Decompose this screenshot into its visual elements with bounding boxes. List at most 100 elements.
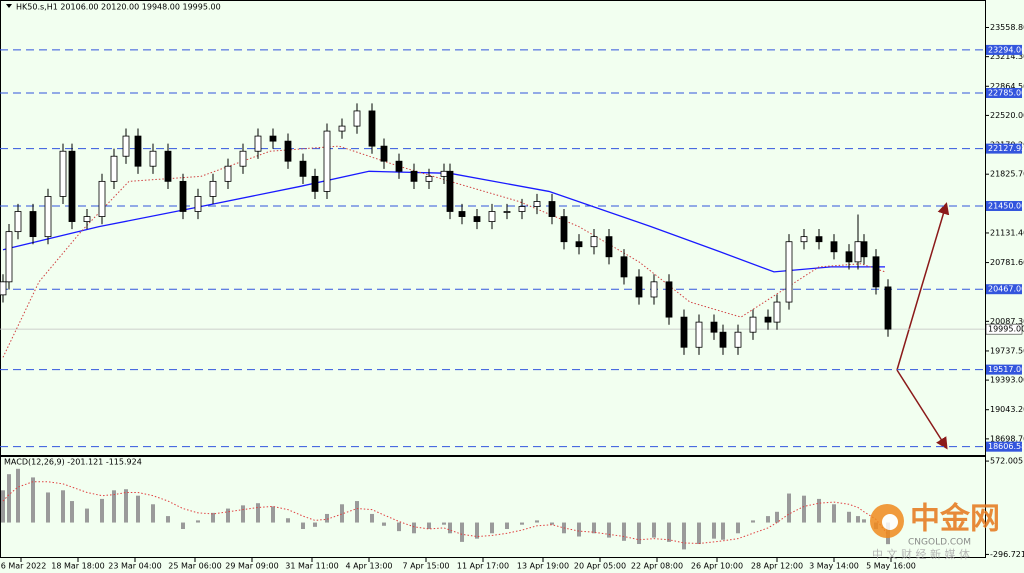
y-tick-label: 19043.20 xyxy=(990,405,1024,414)
x-tick-label: 31 Mar 11:00 xyxy=(285,562,338,571)
macd-bar xyxy=(622,522,626,541)
candle-body xyxy=(68,150,76,222)
level-box xyxy=(986,87,1022,98)
macd-bar xyxy=(271,506,275,523)
candle-body xyxy=(458,211,466,217)
candle-body xyxy=(149,150,157,167)
level-label: 19517.00 xyxy=(988,365,1024,374)
candle-body xyxy=(299,160,307,177)
macd-bar xyxy=(256,503,260,523)
macd-bar xyxy=(124,489,128,523)
macd-bar xyxy=(736,522,740,534)
macd-bar xyxy=(340,504,344,523)
candle-body xyxy=(635,276,643,298)
macd-bar xyxy=(226,508,230,523)
macd-bar xyxy=(817,498,821,523)
x-tick-label: 28 Apr 12:00 xyxy=(751,562,803,571)
macd-bar xyxy=(100,498,104,523)
macd-bar xyxy=(7,474,11,523)
macd-pane-border xyxy=(0,456,986,558)
watermark-name: 中金网 xyxy=(910,502,1000,537)
candle-body xyxy=(110,155,118,182)
macd-label: MACD(12,26,9) -201.121 -115.924 xyxy=(4,458,142,467)
macd-bar xyxy=(607,522,611,538)
level-box xyxy=(986,364,1022,375)
candle-body xyxy=(83,216,91,222)
menu-icon[interactable] xyxy=(6,4,12,8)
candle-body xyxy=(323,130,331,192)
candle-body xyxy=(605,236,613,258)
macd-bar xyxy=(847,511,851,523)
candle-body xyxy=(854,241,862,263)
candle-body xyxy=(425,175,433,182)
candle-body xyxy=(548,201,556,217)
candle-body xyxy=(446,170,454,212)
macd-bar xyxy=(31,477,35,523)
candle-body xyxy=(179,180,187,212)
level-label: 21450.00 xyxy=(988,201,1024,210)
level-label: 23294.00 xyxy=(988,45,1024,54)
candle-body xyxy=(380,145,388,162)
level-label: 20467.00 xyxy=(988,285,1024,294)
macd-bar xyxy=(505,522,509,529)
macd-bar xyxy=(412,522,416,534)
candle-body xyxy=(785,241,793,303)
x-tick-label: 5 May 16:00 xyxy=(866,562,916,571)
candle-body xyxy=(194,196,202,212)
candle-body xyxy=(473,216,481,222)
macd-bar xyxy=(370,513,374,523)
candle-body xyxy=(710,321,718,333)
candle-body xyxy=(560,216,568,243)
candle-body xyxy=(44,196,52,238)
candle-body xyxy=(734,331,742,348)
macd-bar xyxy=(16,468,20,523)
macd-bar xyxy=(460,522,464,542)
macd-bar xyxy=(766,516,770,523)
x-tick-label: 18 Mar 18:00 xyxy=(51,562,104,571)
x-tick-label: 7 Apr 15:00 xyxy=(402,562,449,571)
macd-bar xyxy=(1,490,5,523)
arrow-down xyxy=(896,369,948,450)
candle-body xyxy=(0,281,7,296)
macd-bar xyxy=(397,522,401,532)
candle-body xyxy=(830,241,838,253)
y-tick-label: 23214.30 xyxy=(990,52,1024,61)
candle-body xyxy=(665,281,673,318)
macd-tick-label: -296.721 xyxy=(990,550,1024,559)
macd-bar xyxy=(46,492,50,523)
level-label: 22127.93 xyxy=(988,144,1024,153)
watermark: 中金网 CNGOLD.COM 中 文 财 经 新 媒 体 xyxy=(870,502,1000,561)
macd-bar xyxy=(112,490,116,523)
candle-body xyxy=(488,211,496,222)
candle-body xyxy=(239,150,247,167)
watermark-slogan: 中 文 财 经 新 媒 体 xyxy=(872,547,970,561)
level-box xyxy=(986,44,1022,55)
x-tick-label: 3 May 14:00 xyxy=(809,562,859,571)
y-tick-label: 20087.30 xyxy=(990,317,1024,326)
candle-body xyxy=(395,160,403,172)
macd-bar xyxy=(355,501,359,523)
candle-body xyxy=(845,251,853,263)
macd-bar xyxy=(802,495,806,523)
candle-body xyxy=(773,301,781,323)
macd-bar xyxy=(535,520,539,523)
y-tick-label: 20781.60 xyxy=(990,258,1024,267)
macd-bar xyxy=(211,512,215,523)
x-tick-label: 13 Apr 19:00 xyxy=(517,562,569,571)
macd-bar xyxy=(682,522,686,550)
candle-body xyxy=(680,316,688,348)
candle-body xyxy=(533,201,541,207)
candle-body xyxy=(5,231,13,283)
x-tick-label: 23 Mar 04:00 xyxy=(108,562,161,571)
macd-bar xyxy=(136,495,140,523)
x-tick-label: 11 Apr 17:00 xyxy=(457,562,509,571)
macd-bar xyxy=(70,501,74,523)
x-tick-label: 22 Apr 08:00 xyxy=(631,562,683,571)
candle-body xyxy=(368,110,376,147)
macd-bar xyxy=(427,522,431,529)
candle-body xyxy=(575,241,583,248)
candle-body xyxy=(122,135,130,157)
macd-bar xyxy=(751,520,755,523)
macd-bar xyxy=(475,522,479,539)
